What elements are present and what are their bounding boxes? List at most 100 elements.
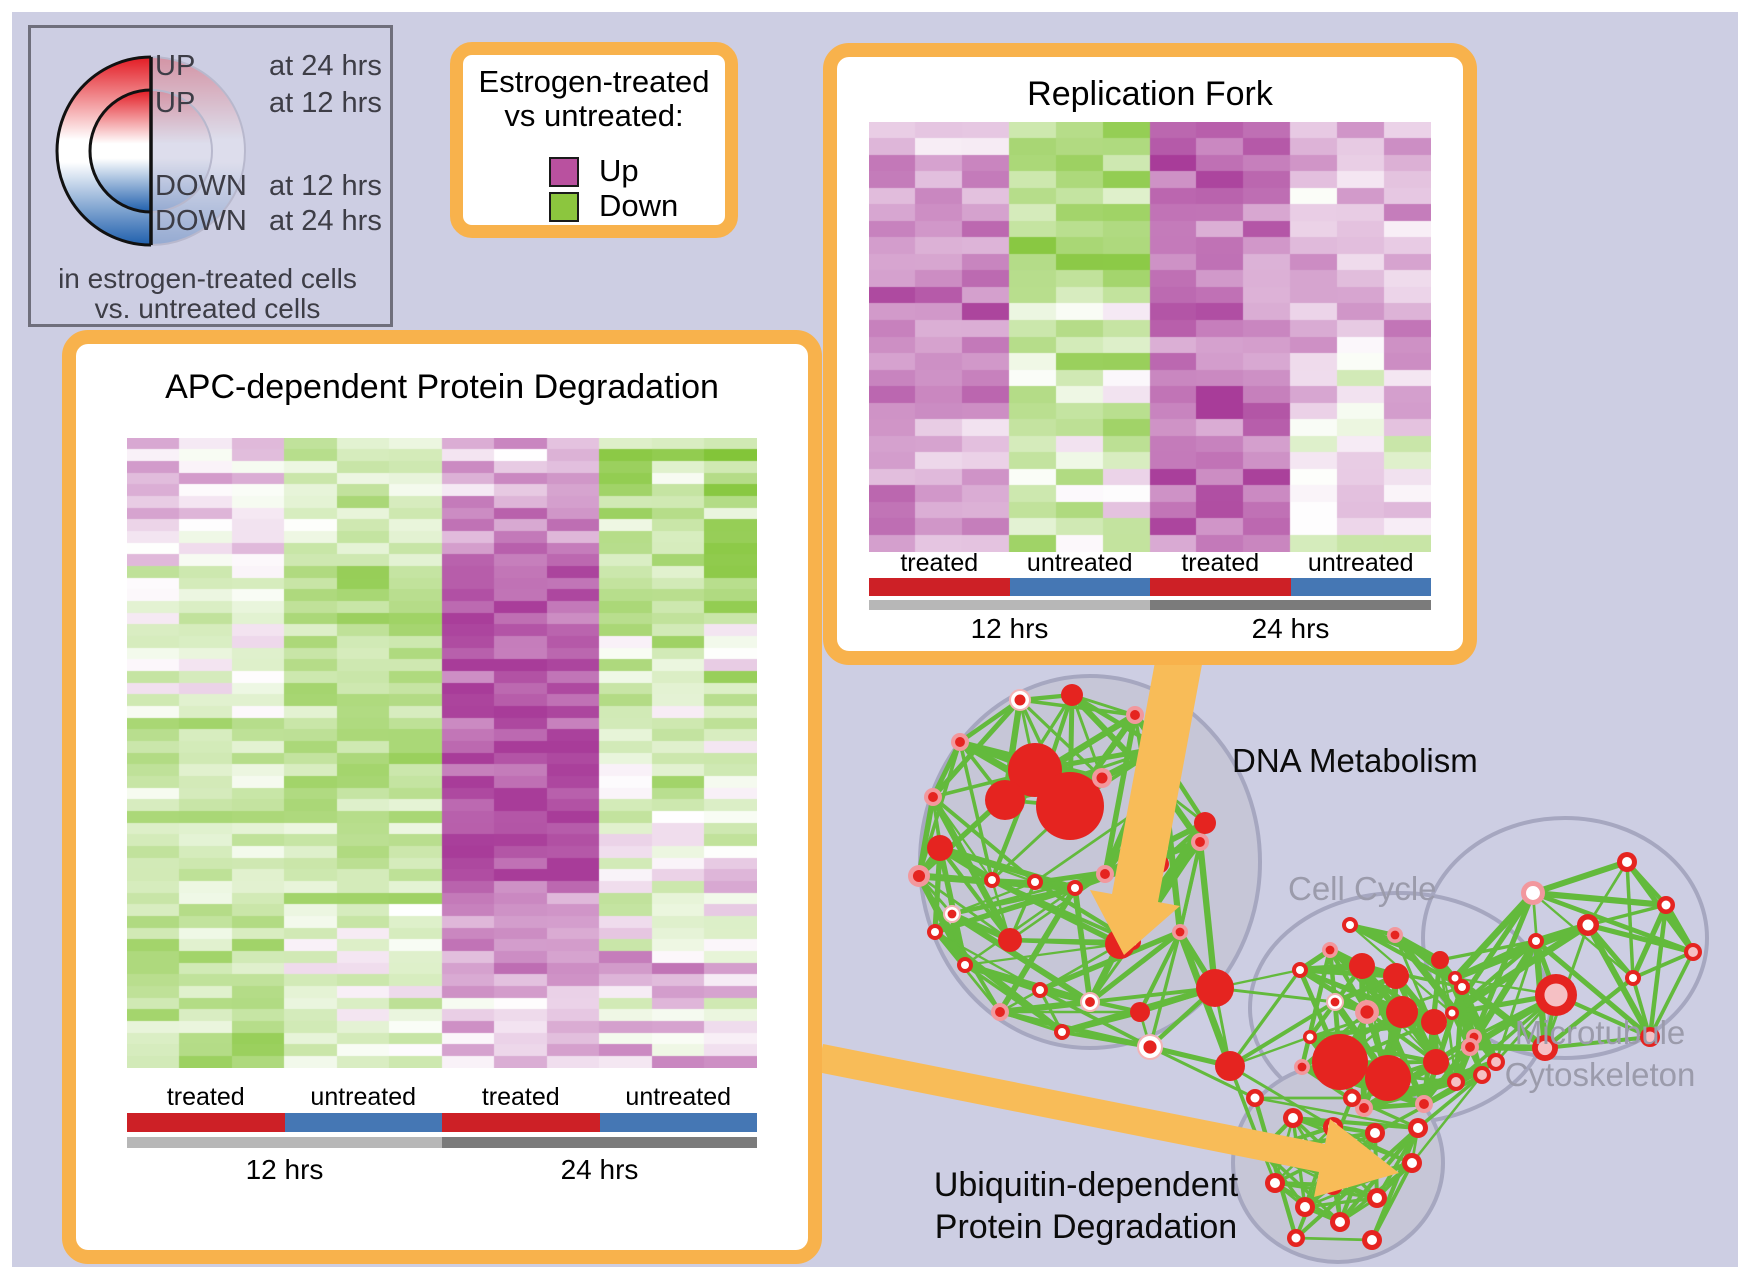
- network-node[interactable]: [1067, 880, 1083, 896]
- network-edge: [1148, 931, 1182, 1048]
- apc-condition-color-bar: [127, 1113, 757, 1132]
- network-node[interactable]: [1625, 970, 1641, 986]
- network-node[interactable]: [1191, 833, 1209, 851]
- node-circle: [1451, 974, 1459, 982]
- network-node[interactable]: [1096, 865, 1114, 883]
- network-node[interactable]: [1172, 924, 1188, 940]
- network-node[interactable]: [1421, 1009, 1447, 1035]
- network-node[interactable]: [1535, 974, 1577, 1016]
- network-node[interactable]: [1386, 996, 1418, 1028]
- network-node[interactable]: [1287, 1229, 1305, 1247]
- network-node[interactable]: [1447, 1073, 1465, 1091]
- network-node[interactable]: [1196, 969, 1234, 1007]
- network-edge: [1544, 1035, 1651, 1050]
- network-node[interactable]: [984, 872, 1000, 888]
- network-node[interactable]: [991, 1003, 1009, 1021]
- network-node[interactable]: [1521, 881, 1545, 905]
- network-node[interactable]: [1367, 1188, 1387, 1208]
- network-node[interactable]: [1487, 1053, 1505, 1071]
- network-node[interactable]: [1431, 951, 1449, 969]
- network-node[interactable]: [924, 788, 942, 806]
- network-node[interactable]: [1383, 963, 1409, 989]
- rf-group-label: treated: [900, 549, 979, 577]
- network-node[interactable]: [1265, 1173, 1285, 1193]
- network-node[interactable]: [1032, 982, 1048, 998]
- network-node[interactable]: [1617, 852, 1637, 872]
- network-edge: [1292, 1115, 1419, 1131]
- network-node[interactable]: [1295, 1197, 1315, 1217]
- network-edge: [1061, 1029, 1151, 1050]
- network-edge: [964, 942, 1121, 967]
- network-node[interactable]: [951, 733, 969, 751]
- network-node[interactable]: [1343, 1089, 1361, 1107]
- network-edge: [1039, 988, 1151, 1049]
- network-edge: [1452, 890, 1536, 981]
- network-node[interactable]: [1349, 953, 1375, 979]
- network-node[interactable]: [1036, 772, 1104, 840]
- network-node[interactable]: [1445, 1006, 1459, 1020]
- network-node[interactable]: [1283, 1108, 1303, 1128]
- network-node[interactable]: [1246, 1089, 1264, 1107]
- network-node[interactable]: [1294, 1059, 1310, 1075]
- network-node[interactable]: [1408, 1118, 1428, 1138]
- network-node[interactable]: [1215, 1051, 1245, 1081]
- network-node[interactable]: [927, 924, 943, 940]
- node-circle: [1130, 1002, 1150, 1022]
- network-edge: [1299, 967, 1397, 979]
- network-node[interactable]: [1126, 706, 1144, 724]
- network-node[interactable]: [1303, 1030, 1317, 1044]
- network-node[interactable]: [1054, 1024, 1070, 1040]
- network-node[interactable]: [1640, 1027, 1660, 1047]
- network-node[interactable]: [1365, 1055, 1411, 1101]
- ring-dir-label: UP: [155, 87, 196, 119]
- network-node[interactable]: [1130, 1002, 1150, 1022]
- network-node[interactable]: [1448, 971, 1462, 985]
- network-node[interactable]: [998, 928, 1022, 952]
- apc-degradation-title: APC-dependent Protein Degradation: [165, 368, 719, 406]
- network-node[interactable]: [1009, 689, 1031, 711]
- network-node[interactable]: [1402, 1153, 1422, 1173]
- network-node[interactable]: [1355, 1000, 1379, 1024]
- network-node[interactable]: [1194, 812, 1216, 834]
- node-circle: [1291, 1233, 1301, 1243]
- network-edge: [1632, 950, 1694, 980]
- network-node[interactable]: [1092, 768, 1112, 788]
- network-node[interactable]: [927, 835, 953, 861]
- network-node[interactable]: [1330, 1212, 1350, 1232]
- network-node[interactable]: [1423, 1049, 1449, 1075]
- network-node[interactable]: [1684, 943, 1702, 961]
- network-node[interactable]: [1322, 942, 1338, 958]
- network-node[interactable]: [1027, 874, 1043, 890]
- network-node[interactable]: [908, 865, 930, 887]
- treated-bar: [442, 1113, 600, 1132]
- network-node[interactable]: [1577, 914, 1599, 936]
- network-node[interactable]: [957, 957, 973, 973]
- network-node[interactable]: [1342, 917, 1358, 933]
- network-node[interactable]: [1362, 1230, 1382, 1250]
- node-circle: [1537, 1040, 1553, 1056]
- network-node[interactable]: [1473, 1066, 1491, 1084]
- network-node[interactable]: [1355, 1099, 1373, 1117]
- rf-time-color-bar: [869, 600, 1431, 610]
- hrs12-bar: [869, 600, 1150, 610]
- network-node[interactable]: [1137, 1034, 1163, 1060]
- rf-group-label: untreated: [1026, 549, 1133, 577]
- network-node[interactable]: [1365, 1123, 1385, 1143]
- network-node[interactable]: [1657, 896, 1675, 914]
- apc-group-label: treated: [481, 1083, 560, 1111]
- network-node[interactable]: [1461, 1038, 1479, 1056]
- network-node[interactable]: [985, 780, 1025, 820]
- network-node[interactable]: [1387, 927, 1403, 943]
- node-circle: [1367, 1235, 1377, 1245]
- network-node[interactable]: [943, 905, 961, 923]
- network-node[interactable]: [1326, 993, 1344, 1011]
- network-node[interactable]: [1080, 992, 1100, 1012]
- network-node[interactable]: [1528, 933, 1544, 949]
- network-node[interactable]: [1292, 962, 1308, 978]
- node-circle: [1431, 951, 1449, 969]
- network-node[interactable]: [1312, 1034, 1368, 1090]
- network-node[interactable]: [1415, 1095, 1433, 1113]
- node-circle: [998, 928, 1022, 952]
- network-node[interactable]: [1061, 684, 1083, 706]
- network-node[interactable]: [1532, 1035, 1558, 1061]
